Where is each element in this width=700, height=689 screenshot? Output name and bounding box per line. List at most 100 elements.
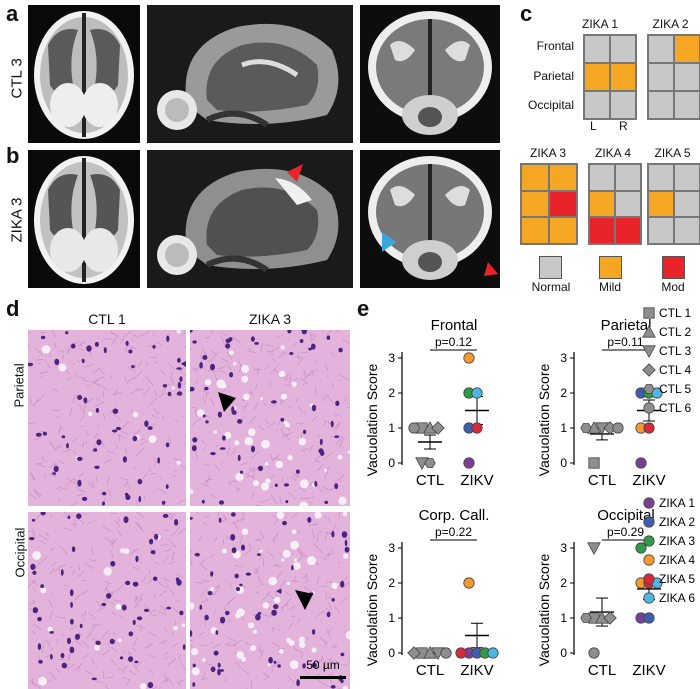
heatmap-region-frontal: Frontal: [536, 39, 574, 53]
heatmap-cell: [674, 63, 700, 91]
legend-label-zika: ZIKA 4: [659, 553, 695, 567]
mri-axial-ctl: [28, 5, 140, 143]
data-point-zikv: [463, 457, 475, 469]
heatmap-cell: [648, 35, 674, 63]
mri-axial-zika: [28, 150, 140, 288]
heatmap-grid-zika-1: [583, 34, 637, 120]
pvalue-label: p=0.22: [435, 525, 472, 539]
heatmap-cell: [521, 164, 549, 191]
panel-label-a: a: [6, 1, 19, 26]
mri-row-label-zika: ZIKA 3: [8, 197, 26, 243]
data-point-zikv: [463, 577, 475, 589]
data-point-ctl: [580, 423, 592, 433]
data-point-ctl: [407, 646, 421, 660]
panel-label-e: e: [357, 296, 370, 321]
mri-coronal-ctl: [360, 5, 500, 143]
legend-label-ctl: CTL 5: [659, 382, 692, 396]
scale-bar: [300, 676, 346, 679]
panel-label-d: d: [6, 296, 20, 321]
data-point-ctl: [603, 611, 617, 625]
histo-zika-occipital: [190, 512, 350, 689]
heatmap-cell: [549, 190, 577, 218]
data-point-ctl: [423, 645, 437, 659]
legend-label-zika: ZIKA 5: [659, 572, 695, 586]
heatmap-cell: [521, 190, 549, 218]
legend-label-ctl: CTL 6: [659, 401, 692, 415]
data-point-zikv: [471, 422, 483, 434]
heatmap-side-right: R: [619, 119, 628, 133]
legend-marker-ctl: [643, 402, 655, 414]
heatmap-side-left: L: [590, 119, 597, 133]
heatmap-cell: [648, 164, 674, 191]
pvalue-label: p=0.12: [435, 335, 472, 349]
heatmap-cell: [610, 35, 636, 63]
heatmap-cell: [674, 91, 700, 119]
red-arrowhead-icon: [287, 164, 303, 182]
heatmap-cell: [648, 91, 674, 119]
legend-label-zika: ZIKA 1: [659, 496, 695, 510]
vacuolation-charts: Frontal Vacuolation Score 0 1 2 3 p=0.12 CTL ZIK…: [364, 306, 695, 679]
y-axis-label: Vacuolation Score: [364, 363, 380, 476]
heatmap-grid-zika-5: [647, 163, 700, 245]
heatmap-cell: [589, 217, 615, 244]
heatmap-grid-zika-3: [520, 163, 578, 245]
heatmap-cell: [549, 164, 577, 191]
heatmap-cell: [674, 164, 700, 191]
heatmap-grid-zika-4: [588, 163, 642, 245]
heatmap-cell: [584, 35, 610, 63]
data-point-ctl: [440, 647, 452, 659]
heatmap-cell: [610, 91, 636, 119]
x-tick-label: ZIKV: [632, 662, 665, 679]
y-tick-label: 3: [560, 541, 567, 555]
legend-label-mild: Mild: [598, 280, 621, 294]
data-point-zikv: [635, 457, 647, 469]
heatmap-cell: [615, 164, 641, 191]
legend-label-ctl: CTL 2: [659, 325, 692, 339]
heatmap-cell: [648, 190, 674, 218]
heatmap-cell: [589, 190, 615, 218]
legend-label-ctl: CTL 1: [659, 306, 692, 320]
x-tick-label: CTL: [416, 662, 444, 679]
red-arrowhead-icon: [484, 262, 498, 276]
y-tick-label: 2: [560, 386, 567, 400]
legend-swatch-normal: [539, 256, 562, 279]
legend-marker-zika: [643, 573, 655, 585]
panel-label-c: c: [520, 1, 533, 26]
heatmap-title-zika-3: ZIKA 3: [529, 146, 567, 160]
heatmap-cell: [584, 91, 610, 119]
data-point-zikv: [635, 542, 647, 554]
legend-marker-ctl: [642, 345, 656, 359]
histo-zika-parietal: [190, 330, 350, 506]
y-tick-label: 2: [388, 386, 395, 400]
legend-label-zika: ZIKA 6: [659, 591, 695, 605]
legend-label-zika: ZIKA 2: [659, 515, 695, 529]
mri-sagittal-zika: [147, 150, 353, 288]
legend-marker-ctl: [643, 307, 655, 319]
legend-label-ctl: CTL 4: [659, 363, 692, 377]
x-tick-label: CTL: [416, 472, 444, 489]
chart-title: Parietal: [601, 317, 652, 334]
y-tick-label: 2: [388, 576, 395, 590]
y-tick-label: 0: [388, 646, 395, 660]
y-axis-label: Vacuolation Score: [536, 363, 552, 476]
heatmap-region-parietal: Parietal: [533, 69, 574, 83]
legend-swatch-mod: [662, 256, 685, 279]
black-arrowhead-icon: [218, 392, 236, 417]
x-tick-label: ZIKV: [460, 472, 493, 489]
heatmap-cell: [648, 217, 674, 244]
y-tick-label: 0: [560, 646, 567, 660]
legend-marker-zika: [643, 535, 655, 547]
heatmap-title-zika-4: ZIKA 4: [594, 146, 632, 160]
mri-sagittal-ctl: [147, 5, 353, 143]
legend-label-normal: Normal: [531, 280, 571, 294]
y-tick-label: 1: [388, 611, 395, 625]
pvalue-label: p=0.29: [607, 525, 644, 539]
black-arrowhead-icon: [295, 590, 313, 615]
y-tick-label: 3: [560, 351, 567, 365]
x-tick-label: CTL: [588, 662, 616, 679]
heatmap-region-occipital: Occipital: [527, 98, 574, 112]
heatmap-cell: [589, 164, 615, 191]
y-axis-label: Vacuolation Score: [364, 553, 380, 666]
y-tick-label: 0: [560, 456, 567, 470]
chart-title: Frontal: [431, 317, 478, 334]
